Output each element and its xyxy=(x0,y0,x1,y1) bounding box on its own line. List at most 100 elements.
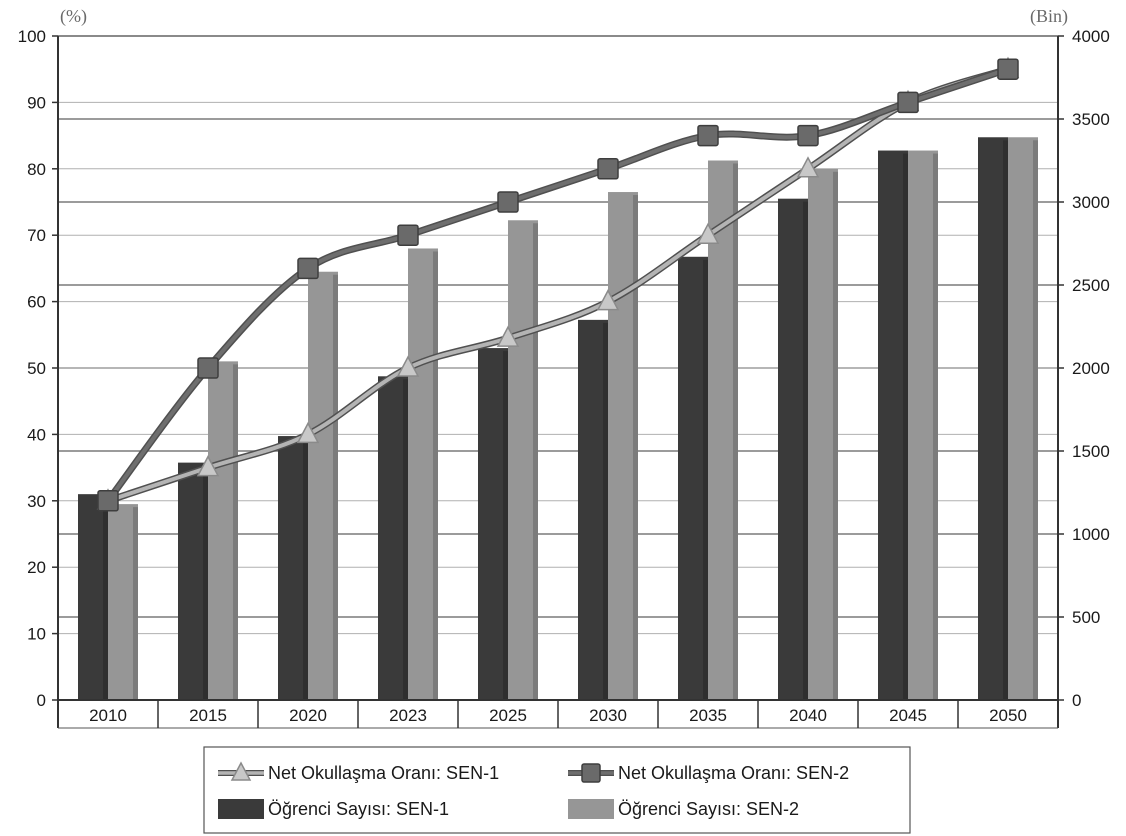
bar-shade-1-2010 xyxy=(103,497,108,700)
x-tick-label-2025: 2025 xyxy=(489,706,527,725)
y-right-tick-label-1000: 1000 xyxy=(1072,525,1110,544)
marker-2-2015 xyxy=(197,357,219,379)
legend-item-2-label: Net Okullaşma Oranı: SEN-2 xyxy=(618,763,849,783)
legend-item-4-swatch xyxy=(568,799,614,819)
bar-2-2040 xyxy=(808,168,838,701)
y-right-tick-label-500: 500 xyxy=(1072,608,1100,627)
legend-item-1-marker xyxy=(230,761,252,781)
y-right-tick-label-2500: 2500 xyxy=(1072,276,1110,295)
y-right-tick-label-3000: 3000 xyxy=(1072,193,1110,212)
x-tick-label-2035: 2035 xyxy=(689,706,727,725)
y-right-unit-label: (Bin) xyxy=(1030,6,1068,27)
y-left-unit-label: (%) xyxy=(60,6,87,27)
bar-1-2035 xyxy=(678,256,708,700)
y-left-tick-label-80: 80 xyxy=(27,160,46,179)
legend-item-3-label: Öğrenci Sayısı: SEN-1 xyxy=(268,799,449,819)
y-right-tick-label-4000: 4000 xyxy=(1072,27,1110,46)
y-left-tick-label-10: 10 xyxy=(27,625,46,644)
tick-labels: 0102030405060708090100050010001500200025… xyxy=(18,27,1110,725)
marker-1-2020 xyxy=(296,421,320,444)
bar-shade-1-2040 xyxy=(803,201,808,700)
bar-2-2045 xyxy=(908,150,938,701)
axes xyxy=(52,35,1064,729)
marker-1-2025 xyxy=(496,325,520,347)
bar-1-2023 xyxy=(378,376,408,700)
y-left-tick-label-100: 100 xyxy=(18,27,46,46)
marker-2-2030 xyxy=(597,158,619,180)
line-1 xyxy=(106,67,1010,503)
bar-shade-1-2030 xyxy=(603,322,608,700)
y-left-tick-label-70: 70 xyxy=(27,226,46,245)
bar-shade-2-2020 xyxy=(333,274,338,700)
line-2 xyxy=(106,67,1010,503)
bar-1-2050 xyxy=(978,137,1008,700)
y-left-tick-label-50: 50 xyxy=(27,359,46,378)
y-left-tick-label-90: 90 xyxy=(27,93,46,112)
bar-1-2015 xyxy=(178,462,208,700)
x-tick-label-2020: 2020 xyxy=(289,706,327,725)
legend-item-3-swatch xyxy=(218,799,264,819)
x-tick-label-2015: 2015 xyxy=(189,706,227,725)
x-tick-label-2050: 2050 xyxy=(989,706,1027,725)
bar-1-2020 xyxy=(278,436,308,700)
legend-item-4-label: Öğrenci Sayısı: SEN-2 xyxy=(618,799,799,819)
bar-shade-2-2040 xyxy=(833,171,838,701)
marker-2-2023 xyxy=(397,224,419,246)
marker-2-2010 xyxy=(97,490,119,512)
bar-1-2025 xyxy=(478,348,508,700)
y-left-tick-label-0: 0 xyxy=(37,691,46,710)
bar-1-2010 xyxy=(78,494,108,700)
legend-item-1-label: Net Okullaşma Oranı: SEN-1 xyxy=(268,763,499,783)
bar-1-2045 xyxy=(878,150,908,701)
legend-box xyxy=(203,746,911,834)
y-left-tick-label-60: 60 xyxy=(27,293,46,312)
bar-shade-2-2010 xyxy=(133,507,138,700)
bar-shade-2-2035 xyxy=(733,163,738,700)
bar-2-2020 xyxy=(308,271,338,700)
bar-2-2025 xyxy=(508,220,538,700)
marker-2-2025 xyxy=(497,191,519,213)
marker-2-2040 xyxy=(797,124,819,147)
bar-shade-1-2023 xyxy=(403,379,408,700)
y-right-tick-label-2000: 2000 xyxy=(1072,359,1110,378)
bar-1-2030 xyxy=(578,319,608,700)
bar-2-2010 xyxy=(108,504,138,700)
marker-2-2020 xyxy=(297,257,319,280)
bar-shade-2-2050 xyxy=(1033,140,1038,700)
x-tick-label-2040: 2040 xyxy=(789,706,827,725)
legend: Net Okullaşma Oranı: SEN-1 Net Okullaşma … xyxy=(203,746,911,834)
bar-2-2035 xyxy=(708,160,738,700)
bar-shade-2-2030 xyxy=(633,195,638,701)
y-right-tick-label-0: 0 xyxy=(1072,691,1081,710)
bar-shade-1-2050 xyxy=(1003,140,1008,700)
x-tick-label-2010: 2010 xyxy=(89,706,127,725)
y-right-tick-label-3500: 3500 xyxy=(1072,110,1110,129)
bars xyxy=(78,137,1038,701)
x-tick-label-2023: 2023 xyxy=(389,706,427,725)
marker-1-2015 xyxy=(196,454,220,477)
bar-shade-1-2020 xyxy=(303,439,308,700)
bar-shade-1-2035 xyxy=(703,259,708,700)
marker-1-2040 xyxy=(796,156,820,178)
bar-2-2023 xyxy=(408,248,438,701)
y-left-tick-label-40: 40 xyxy=(27,425,46,444)
bar-shade-1-2025 xyxy=(503,351,508,700)
marker-2-2035 xyxy=(697,124,719,147)
bar-shade-2-2023 xyxy=(433,251,438,701)
marker-1-2035 xyxy=(696,222,720,244)
x-tick-label-2030: 2030 xyxy=(589,706,627,725)
bar-2-2030 xyxy=(608,192,638,701)
series-lines xyxy=(96,56,1020,512)
y-left-tick-label-20: 20 xyxy=(27,558,46,577)
marker-2-2050 xyxy=(997,58,1019,80)
marker-2-2045 xyxy=(897,91,919,114)
bar-2-2015 xyxy=(208,361,238,700)
marker-1-2023 xyxy=(396,355,420,377)
legend-item-2-marker xyxy=(581,763,601,783)
bar-2-2050 xyxy=(1008,137,1038,700)
bar-1-2040 xyxy=(778,198,808,700)
bar-shade-2-2015 xyxy=(233,364,238,700)
y-right-tick-label-1500: 1500 xyxy=(1072,442,1110,461)
y-left-tick-label-30: 30 xyxy=(27,492,46,511)
